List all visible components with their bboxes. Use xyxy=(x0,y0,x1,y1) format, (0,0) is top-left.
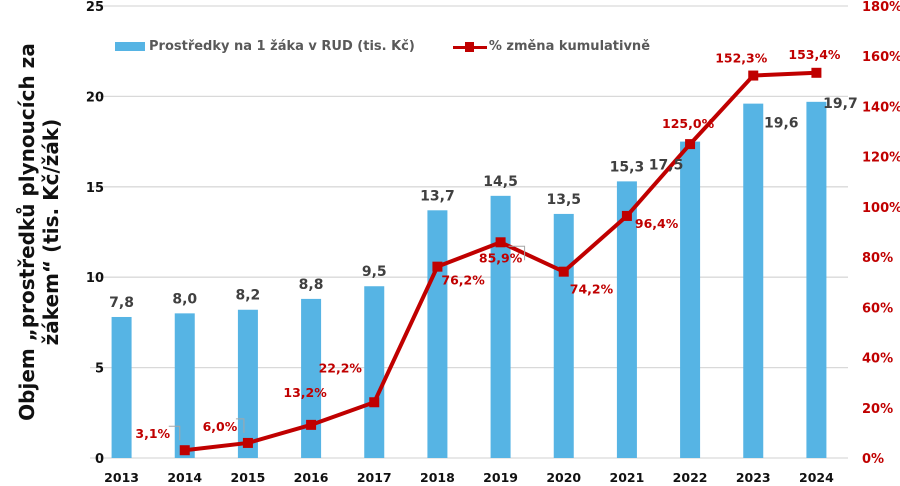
bar-data-label: 15,3 xyxy=(610,159,645,175)
bar xyxy=(743,103,764,458)
leader-line xyxy=(168,425,181,441)
y2-tick-label: 80% xyxy=(862,251,893,266)
legend-item-line: % změna kumulativně xyxy=(452,39,651,54)
x-tick-label: 2017 xyxy=(357,470,392,485)
leader-line xyxy=(235,418,245,433)
x-tick-label: 2021 xyxy=(610,470,645,485)
bar-data-label: 8,2 xyxy=(236,288,261,304)
y-tick-label: 15 xyxy=(86,181,104,196)
x-tick-label: 2015 xyxy=(231,470,266,485)
y-tick-label: 10 xyxy=(86,271,104,286)
x-tick-label: 2013 xyxy=(104,470,139,485)
y2-tick-label: 180% xyxy=(862,0,900,15)
gridlines xyxy=(90,5,848,459)
y-axis-title-line-1: Objem „prostředků plynoucích za xyxy=(15,43,39,421)
bar-data-label: 8,0 xyxy=(172,291,197,307)
line-data-label: 3,1% xyxy=(135,426,170,441)
x-tick-label: 2022 xyxy=(673,470,708,485)
line-data-label: 13,2% xyxy=(283,385,327,400)
line-marker xyxy=(558,266,569,277)
bar-data-label: 7,8 xyxy=(109,295,134,311)
bar-data-label: 13,5 xyxy=(546,192,581,208)
y-axis-title-line-2: žákem“ (tis. Kč/žák) xyxy=(39,118,63,346)
line-series xyxy=(168,67,822,456)
leader-line xyxy=(508,245,526,261)
line-data-label: 96,4% xyxy=(635,216,679,231)
line-marker xyxy=(369,397,380,408)
x-tick-label: 2020 xyxy=(546,470,581,485)
y2-tick-label: 60% xyxy=(862,301,893,316)
x-tick-label: 2023 xyxy=(736,470,771,485)
bar xyxy=(364,286,385,458)
bar-data-label: 9,5 xyxy=(362,264,387,280)
legend: Prostředky na 1 žáka v RUD (tis. Kč) % z… xyxy=(115,39,688,54)
y2-tick-label: 120% xyxy=(862,151,900,166)
y2-tick-label: 140% xyxy=(862,100,900,115)
y-axis-title: Objem „prostředků plynoucích za žákem“ (… xyxy=(4,6,74,458)
legend-swatch-bar xyxy=(115,42,145,51)
bar xyxy=(427,210,448,458)
line-marker xyxy=(748,70,759,81)
legend-label-line: % změna kumulativně xyxy=(488,39,651,54)
legend-swatch-line xyxy=(452,41,487,52)
line-data-label: 76,2% xyxy=(441,273,485,288)
y-axis-left: 0 5 10 15 20 25 xyxy=(86,0,104,467)
line-data-label: 22,2% xyxy=(319,360,363,375)
line-marker xyxy=(179,445,190,456)
legend-label-bar: Prostředky na 1 žáka v RUD (tis. Kč) xyxy=(149,39,415,54)
bar xyxy=(680,141,701,458)
y2-tick-label: 0% xyxy=(862,452,884,467)
line-marker xyxy=(621,210,632,221)
y-tick-label: 25 xyxy=(86,0,104,15)
bar xyxy=(174,313,195,458)
bar-data-label: 17,5 xyxy=(649,158,684,174)
line-marker xyxy=(811,67,822,78)
legend-item-bar: Prostředky na 1 žáka v RUD (tis. Kč) xyxy=(115,39,415,54)
x-tick-label: 2014 xyxy=(167,470,202,485)
line-data-label: 152,3% xyxy=(715,51,768,66)
bar xyxy=(806,101,827,458)
bar-series xyxy=(111,101,827,458)
bar xyxy=(616,181,637,458)
line-marker xyxy=(685,139,696,150)
x-tick-label: 2024 xyxy=(799,470,834,485)
bar-data-label: 19,7 xyxy=(823,96,858,112)
y2-tick-label: 100% xyxy=(862,201,900,216)
line-data-label: 6,0% xyxy=(203,419,238,434)
x-tick-label: 2019 xyxy=(483,470,518,485)
x-axis: 2013 2014 2015 2016 2017 2018 2019 2020 2021 2022… xyxy=(104,470,834,485)
line-data-label: 153,4% xyxy=(788,47,841,62)
line-data-label: 125,0% xyxy=(662,116,715,131)
y-axis-right: 0% 20% 40% 60% 80% 100% 120% 140% 160% 180% xyxy=(862,0,900,467)
y2-tick-label: 20% xyxy=(862,402,893,417)
line-marker xyxy=(242,437,253,448)
y-tick-label: 0 xyxy=(95,452,104,467)
x-tick-label: 2018 xyxy=(420,470,455,485)
line-data-label: 85,9% xyxy=(479,250,523,265)
bar-data-label: 8,8 xyxy=(299,277,324,293)
line-marker xyxy=(306,419,317,430)
bar xyxy=(553,213,574,458)
line-marker xyxy=(495,237,506,248)
y-tick-label: 5 xyxy=(95,362,104,377)
y-tick-label: 20 xyxy=(86,90,104,105)
bar xyxy=(111,316,132,458)
x-tick-label: 2016 xyxy=(294,470,329,485)
bar-data-label: 19,6 xyxy=(764,116,799,132)
line-marker xyxy=(432,261,443,272)
bar-data-label: 14,5 xyxy=(483,174,518,190)
y2-tick-label: 160% xyxy=(862,50,900,65)
bar xyxy=(490,195,511,458)
bar-data-label: 13,7 xyxy=(420,188,455,204)
y2-tick-label: 40% xyxy=(862,352,893,367)
data-labels: 7,8 8,0 8,2 8,8 9,5 13,7 14,5 13,5 15,3 17,5 19,6 1… xyxy=(109,47,858,441)
bar xyxy=(237,309,258,458)
line-data-label: 74,2% xyxy=(570,282,614,297)
bar xyxy=(301,298,322,458)
